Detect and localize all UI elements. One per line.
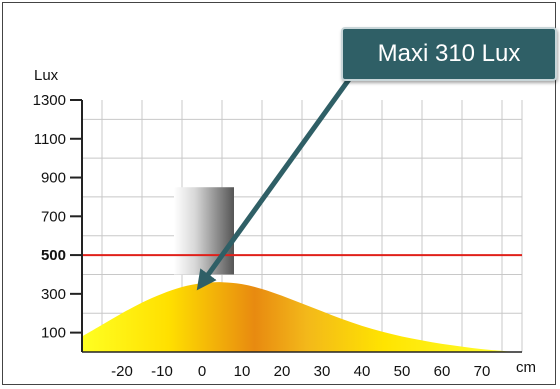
x-tick-label: -10: [151, 363, 173, 380]
y-tick-labels: 100 300 500 700 900 1100 1300: [33, 92, 66, 342]
max-lux-callout: Maxi 310 Lux: [341, 27, 557, 81]
x-tick-label: -20: [111, 363, 133, 380]
y-tick-label: 900: [41, 170, 66, 187]
x-tick-labels: -20 -10 0 10 20 30 40 50 60 70: [111, 363, 490, 380]
x-tick-label: 30: [314, 363, 331, 380]
lamp-fixture-layer: [174, 187, 234, 275]
lamp-fixture: [174, 187, 234, 275]
x-tick-label: 20: [274, 363, 291, 380]
illuminance-area-layer: [82, 282, 514, 352]
y-tick-label: 1300: [33, 92, 66, 109]
x-tick-label: 50: [394, 363, 411, 380]
y-tick-label: 300: [41, 286, 66, 303]
y-axis-unit-label: Lux: [34, 67, 59, 84]
x-tick-label: 0: [198, 363, 206, 380]
y-tick-label: 1100: [34, 131, 66, 148]
y-tick-label: 500: [41, 247, 66, 264]
y-tick-label: 100: [41, 325, 66, 342]
x-tick-label: 10: [234, 363, 251, 380]
illuminance-area: [82, 282, 514, 352]
annotation-arrow: [196, 76, 353, 291]
x-tick-label: 60: [434, 363, 451, 380]
x-tick-label: 70: [474, 363, 491, 380]
max-lux-callout-text: Maxi 310 Lux: [377, 40, 521, 67]
x-tick-label: 40: [354, 363, 371, 380]
y-tick-label: 700: [41, 208, 66, 225]
axes: [70, 99, 522, 353]
annotation-arrow-layer: [196, 76, 353, 291]
x-axis-unit-label: cm: [516, 359, 536, 376]
